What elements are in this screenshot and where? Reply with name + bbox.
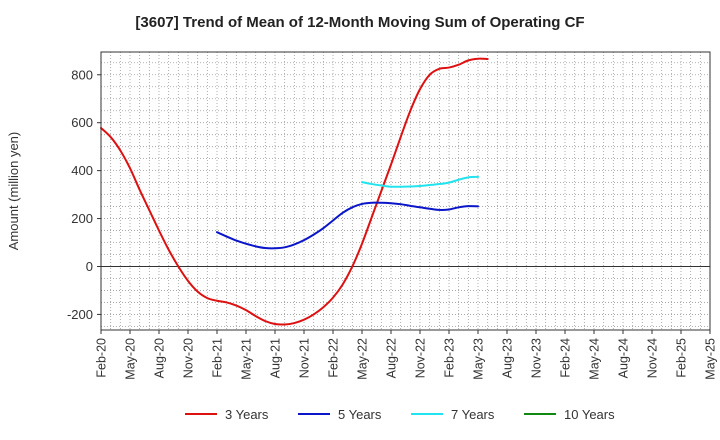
legend: 3 Years 5 Years 7 Years 10 Years	[185, 407, 615, 422]
x-tick-label: Feb-21	[211, 338, 225, 378]
y-tick-label: 600	[71, 115, 93, 130]
x-tick-label: Feb-23	[443, 338, 457, 378]
x-axis-ticks: Feb-20 May-20 Aug-20 Nov-20 Feb-21 May-21 Aug-…	[95, 330, 718, 380]
x-tick-label: Aug-22	[385, 338, 399, 378]
legend-label-5-years: 5 Years	[338, 407, 382, 422]
x-tick-label: Aug-23	[501, 338, 515, 378]
x-tick-label: Aug-21	[269, 338, 283, 378]
x-tick-label: May-21	[240, 338, 254, 380]
series-line-3-years	[100, 57, 489, 326]
x-tick-label: Nov-20	[182, 338, 196, 378]
plot-frame	[100, 51, 711, 331]
x-tick-label: Nov-24	[646, 338, 660, 378]
y-tick-label: 0	[86, 259, 93, 274]
y-tick-label: 400	[71, 163, 93, 178]
y-tick-label: 200	[71, 211, 93, 226]
x-tick-label: May-22	[356, 338, 370, 380]
y-axis-ticks: -200 0 200 400 600 800	[67, 67, 101, 322]
x-tick-label: Nov-22	[414, 338, 428, 378]
x-tick-label: Feb-20	[95, 338, 109, 378]
grid	[101, 52, 710, 330]
x-tick-label: May-23	[472, 338, 486, 380]
x-tick-label: Nov-23	[530, 338, 544, 378]
x-tick-label: Nov-21	[298, 338, 312, 378]
x-tick-label: Aug-24	[617, 338, 631, 378]
legend-label-3-years: 3 Years	[225, 407, 269, 422]
legend-label-10-years: 10 Years	[564, 407, 615, 422]
x-tick-label: Feb-22	[327, 338, 341, 378]
series-lines	[100, 57, 489, 326]
x-tick-label: Feb-24	[559, 338, 573, 378]
chart-title: [3607] Trend of Mean of 12-Month Moving …	[135, 14, 585, 31]
series-line-5-years	[216, 201, 479, 250]
y-tick-label: 800	[71, 67, 93, 82]
x-tick-label: May-24	[588, 338, 602, 380]
x-tick-label: Feb-25	[675, 338, 689, 378]
x-tick-label: Aug-20	[153, 338, 167, 378]
x-tick-label: May-20	[124, 338, 138, 380]
x-tick-label: May-25	[704, 338, 718, 380]
legend-label-7-years: 7 Years	[451, 407, 495, 422]
series-line-7-years	[361, 175, 479, 188]
y-tick-label: -200	[67, 307, 93, 322]
y-axis-label: Amount (million yen)	[6, 132, 21, 251]
